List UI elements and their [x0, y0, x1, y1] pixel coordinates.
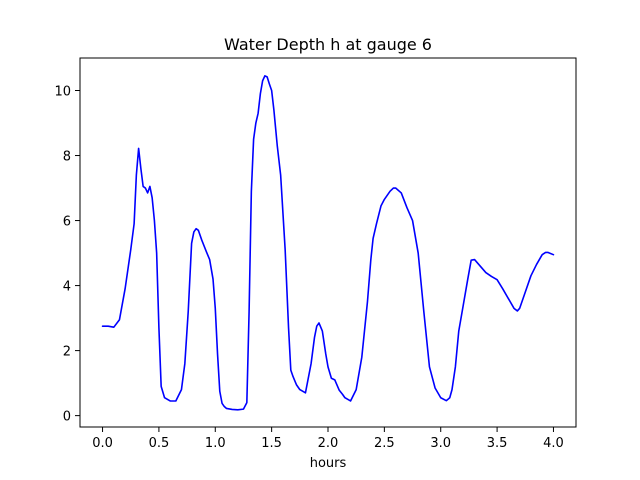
series-line	[101, 75, 555, 411]
y-tick-label: 8	[63, 150, 71, 165]
series-layer	[101, 75, 555, 411]
x-tick-label: 1.0	[205, 436, 226, 451]
x-axis: 0.0 0.5 1.0 1.5 2.0 2.5 3.0 3.5 4.0	[92, 427, 564, 451]
x-tick-label: 4.0	[543, 436, 564, 451]
x-tick-label: 3.0	[430, 436, 451, 451]
y-tick-label: 0	[63, 410, 71, 425]
y-tick-label: 4	[63, 280, 71, 295]
y-tick-label: 6	[63, 215, 71, 230]
chart-title: Water Depth h at gauge 6	[224, 35, 432, 54]
y-tick-label: 10	[54, 85, 71, 100]
x-tick-label: 0.0	[92, 436, 113, 451]
x-tick-label: 0.5	[149, 436, 170, 451]
x-tick-label: 1.5	[261, 436, 282, 451]
y-axis: 0 2 4 6 8 10	[54, 85, 80, 425]
x-tick-label: 2.0	[318, 436, 339, 451]
plot-frame	[79, 57, 577, 428]
y-tick-label: 2	[63, 345, 71, 360]
x-tick-label: 3.5	[487, 436, 508, 451]
x-tick-label: 2.5	[374, 436, 395, 451]
x-axis-label: hours	[310, 456, 347, 471]
